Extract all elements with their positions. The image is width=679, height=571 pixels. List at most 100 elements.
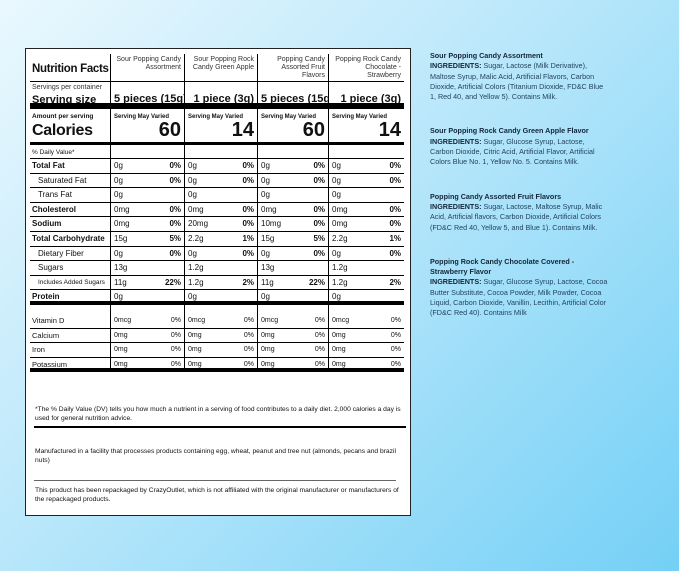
nutrient-amount: 0mg [261, 346, 275, 354]
nutrient-label-cell: Includes Added Sugars [30, 276, 110, 291]
nutrient-value-cell: 0mcg 0% [328, 313, 404, 329]
product-name: Popping Rock Candy Chocolate - Strawberr… [335, 56, 401, 79]
nutrient-percent: 0% [390, 331, 401, 339]
nutrient-values: 11g 22% [261, 276, 325, 290]
nutrient-values: 0mg 0% [332, 343, 401, 357]
nutrient-amount: 0g [261, 248, 270, 258]
nutrient-values: 10mg 0% [261, 217, 325, 231]
ingredient-heading: Popping Candy Assorted Fruit Flavors [430, 191, 562, 201]
nutrient-amount: 15g [114, 233, 128, 243]
servings-per-container: Servings per container [32, 84, 103, 91]
nutrient-percent: 0% [169, 161, 181, 170]
nutrient-amount: 0mg [332, 219, 348, 229]
nutrient-amount: 0mg [332, 331, 346, 339]
nutrient-values: 0g 0% [188, 174, 254, 188]
nutrient-value-cell: 1.2g 2% [328, 275, 404, 291]
nutrient-amount: 0g [114, 248, 123, 258]
nutrient-amount: 2.2g [188, 233, 204, 243]
nutrient-value-cell: 0mg 0% [110, 217, 184, 232]
nutrient-value-cell: 11g 22% [110, 275, 184, 291]
nutrient-value-cell: 1.2g [184, 261, 257, 276]
nutrient-values: 0g [114, 290, 181, 301]
spacer [184, 304, 257, 314]
nutrient-values: 1.2g [188, 261, 254, 275]
nutrient-percent: 0% [389, 204, 401, 214]
nutrient-amount: 10mg [261, 219, 282, 229]
nutrient-percent: 0% [242, 248, 254, 258]
nutrient-amount: 0g [261, 175, 270, 185]
nutrient-values: 1.2g 2% [332, 276, 401, 290]
nutrient-values: 0mg 0% [114, 343, 181, 357]
nutrient-values: 0mg 0% [114, 217, 181, 231]
nutrient-label: Calcium [32, 330, 60, 340]
serving-varied-note: Serving May Varied [114, 114, 170, 120]
nutrient-values: 0g [332, 290, 401, 301]
nutrient-amount: 0g [188, 292, 197, 302]
nutrient-amount: 1.2g [332, 263, 348, 273]
nutrient-label-cell: Dietary Fiber [30, 247, 110, 262]
nutrient-percent: 0% [313, 219, 325, 229]
ingredient-block: Sour Popping Rock Candy Green Apple Flav… [430, 126, 610, 167]
nutrient-percent: 0% [169, 204, 181, 214]
nutrient-value-cell: 0mg 0% [110, 343, 184, 358]
nutrient-percent: 2% [389, 277, 401, 287]
daily-value-header: % Daily Value* [32, 149, 75, 156]
nutrient-amount: 0mg [188, 360, 202, 368]
nutrient-amount: 0mg [114, 346, 128, 354]
nutrient-value-cell: 0mcg 0% [184, 313, 257, 329]
nutrient-value-cell: 0mg 0% [328, 357, 404, 373]
nutrient-value-cell: 0mg 0% [328, 202, 404, 218]
nutrient-amount: 0g [114, 161, 123, 170]
facility-allergen-note: Manufactured in a facility that processe… [35, 448, 396, 464]
nutrient-value-cell: 0mg 0% [328, 328, 404, 344]
serving-varied-note: Serving May Varied [188, 114, 244, 120]
ingredient-text: Sugar, Lactose, Maltose Syrup, Malic Aci… [430, 201, 603, 232]
nutrient-amount: 0g [332, 248, 341, 258]
nutrient-value-cell: 0mg 0% [257, 343, 328, 358]
ingredient-heading: Sour Popping Candy Assortment [430, 51, 543, 60]
nutrient-value-cell: 0mg 0% [328, 217, 404, 232]
repackaging-note: This product has been repackaged by Craz… [35, 487, 399, 503]
nutrient-percent: 0% [389, 248, 401, 258]
product-name: Sour Popping Candy Assortment [116, 56, 181, 71]
nutrient-percent: 0% [243, 360, 254, 368]
nutrient-amount: 0g [332, 175, 341, 185]
nutrient-values: 0g 0% [261, 159, 325, 173]
nutrient-percent: 0% [170, 331, 181, 339]
nutrient-amount: 0g [188, 175, 197, 185]
divider [34, 426, 406, 428]
nutrient-value-cell: 0g 0% [110, 246, 184, 262]
nutrient-values: 0g 0% [261, 247, 325, 261]
nutrient-amount: 2.2g [332, 233, 348, 243]
nutrient-percent: 0% [170, 316, 181, 324]
nutrient-percent: 0% [313, 175, 325, 185]
ingredient-block: Popping Rock Candy Chocolate Covered - S… [430, 257, 610, 319]
nutrient-values: 0mg 0% [114, 203, 181, 217]
calories-value: 60 [158, 119, 181, 141]
nutrient-value-cell: 15g 5% [110, 231, 184, 247]
nutrient-value-cell: 1.2g [328, 261, 404, 276]
nutrient-value-cell: 0mg 0% [110, 328, 184, 344]
nutrient-amount: 0g [114, 175, 123, 185]
nutrient-percent: 0% [243, 346, 254, 354]
nutrient-amount: 0mg [261, 331, 275, 339]
nutrient-values: 13g [261, 261, 325, 275]
nutrient-percent: 0% [169, 219, 181, 229]
nutrient-values: 2.2g 1% [332, 232, 401, 246]
nutrient-amount: 0g [188, 161, 197, 170]
nutrient-values: 0g [114, 188, 181, 202]
nutrient-percent: 5% [313, 233, 325, 243]
calories-value: 60 [302, 119, 325, 141]
nutrient-value-cell: 0mg 0% [184, 328, 257, 344]
nutrient-percent: 0% [243, 331, 254, 339]
nutrition-grid: Nutrition Facts Sour Popping Candy Assor… [30, 54, 406, 373]
nutrient-label: Sugars [38, 263, 64, 273]
ingredients-keyword: INGREDIENTS: [430, 61, 482, 71]
nutrient-percent: 0% [242, 219, 254, 229]
nutrient-values: 0mg 0% [188, 343, 254, 357]
nutrient-values: 0mg 0% [261, 343, 325, 357]
nutrient-value-cell: 0g [184, 188, 257, 203]
nutrient-percent: 0% [170, 346, 181, 354]
nutrition-facts-label: Nutrition Facts Sour Popping Candy Assor… [25, 48, 411, 516]
nutrient-value-cell: 0mcg 0% [257, 313, 328, 329]
